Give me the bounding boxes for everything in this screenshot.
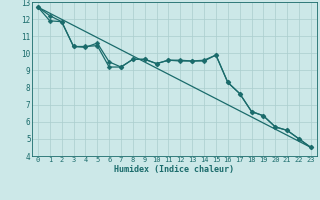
X-axis label: Humidex (Indice chaleur): Humidex (Indice chaleur) bbox=[115, 165, 234, 174]
